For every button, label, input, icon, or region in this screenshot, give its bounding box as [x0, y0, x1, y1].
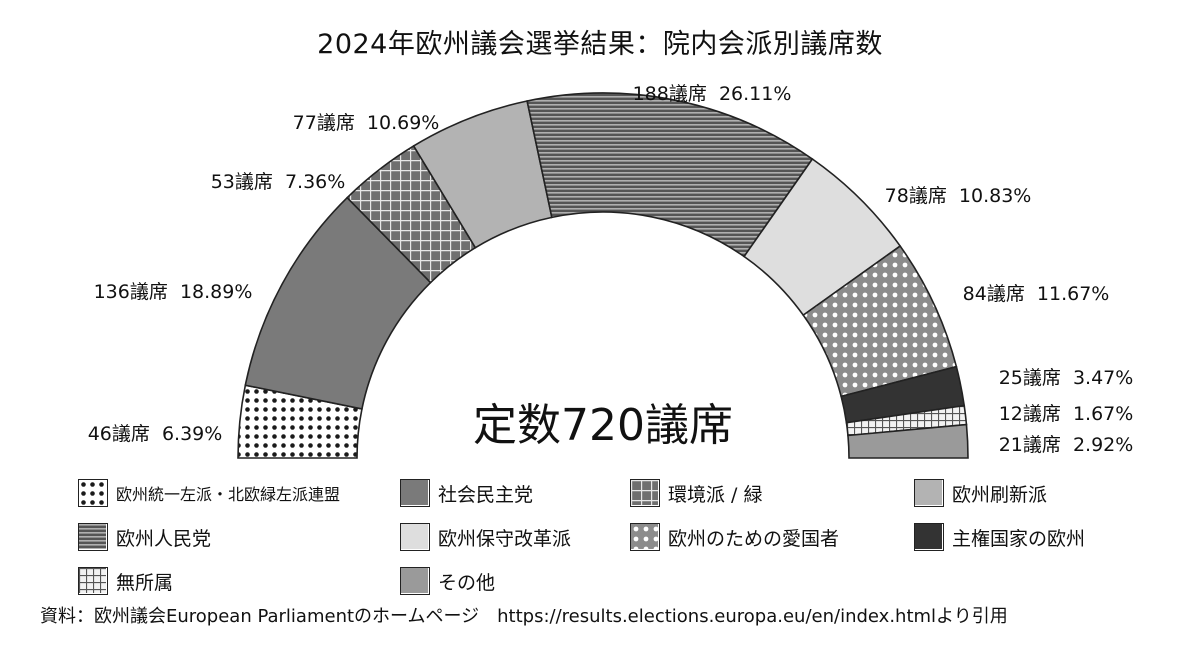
legend-label: その他	[438, 571, 496, 594]
legend-label: 社会民主党	[438, 483, 534, 506]
slice-label-5: 188議席 26.11%	[633, 83, 792, 105]
slice-label-8: 25議席 3.47%	[999, 367, 1134, 389]
legend-item-3: 環境派 / 緑	[630, 478, 762, 508]
slice-label-7: 84議席 11.67%	[963, 283, 1110, 305]
legend-swatch-solid-mid	[400, 479, 430, 507]
legend-swatch-dots-dark	[78, 479, 108, 507]
legend-item-7: 欧州のための愛国者	[630, 522, 839, 552]
legend-label: 無所属	[116, 571, 174, 594]
legend-item-4: 欧州刷新派	[914, 478, 1047, 508]
slice-label-3: 53議席 7.36%	[211, 171, 346, 193]
labels-layer: 46議席 6.39% 136議席 18.89% 53議席 7.36% 77議席 10.…	[88, 83, 1134, 456]
legend-label: 主権国家の欧州	[952, 527, 1086, 550]
legend-item-5: 欧州人民党	[78, 522, 211, 552]
slices-layer	[237, 92, 969, 459]
legend-label: 環境派 / 緑	[668, 483, 763, 506]
slice-label-2: 136議席 18.89%	[94, 281, 253, 303]
slice-label-1: 46議席 6.39%	[88, 423, 223, 445]
legend-item-9: 無所属	[78, 566, 173, 596]
legend-swatch-solid-dark	[914, 523, 944, 551]
legend-swatch-hstripes	[78, 523, 108, 551]
legend-swatch-grid-light	[78, 567, 108, 595]
legend-item-8: 主権国家の欧州	[914, 522, 1085, 552]
legend-label: 欧州保守改革派	[438, 527, 572, 550]
slice-10	[847, 423, 969, 459]
legend-label: 欧州統一左派・北欧緑左派連盟	[116, 485, 341, 504]
center-label: 定数720議席	[473, 400, 733, 451]
legend-item-6: 欧州保守改革派	[400, 522, 571, 552]
slice-label-4: 77議席 10.69%	[293, 112, 440, 134]
legend-item-2: 社会民主党	[400, 478, 533, 508]
legend-swatch-grid-dark	[630, 479, 660, 507]
legend-label: 欧州のための愛国者	[668, 527, 840, 550]
slice-label-9: 12議席 1.67%	[999, 403, 1134, 425]
slice-label-10: 21議席 2.92%	[999, 434, 1134, 456]
legend-swatch-solid-pale	[400, 523, 430, 551]
chart-title: 2024年欧州議会選挙結果：院内会派別議席数	[317, 29, 883, 60]
slice-label-6: 78議席 10.83%	[885, 185, 1032, 207]
legend-label: 欧州人民党	[116, 527, 212, 550]
legend-swatch-solid-light	[914, 479, 944, 507]
source-note: 資料：欧州議会European Parliamentのホームページ https:…	[40, 606, 1008, 627]
legend-label: 欧州刷新派	[952, 483, 1048, 506]
legend-item-10: その他	[400, 566, 495, 596]
legend-item-1: 欧州統一左派・北欧緑左派連盟	[78, 478, 340, 508]
legend-swatch-solid-gray	[400, 567, 430, 595]
legend-swatch-dots-light	[630, 523, 660, 551]
